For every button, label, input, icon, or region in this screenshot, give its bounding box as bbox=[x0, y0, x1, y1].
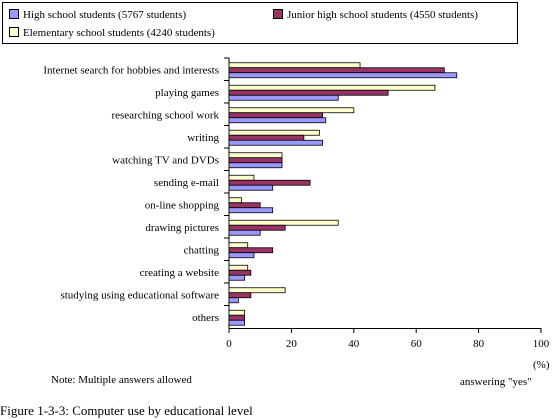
legend-label-high-school: High school students (5767 students) bbox=[23, 9, 187, 21]
category-label: playing games bbox=[155, 87, 219, 99]
bar-junior-high bbox=[228, 292, 252, 299]
x-axis-unit: (%) bbox=[533, 359, 550, 371]
category-label: chatting bbox=[184, 244, 220, 256]
legend-swatch-elementary bbox=[9, 27, 19, 37]
bar-elementary bbox=[228, 152, 283, 159]
bar-high-school bbox=[228, 207, 274, 214]
bar-junior-high bbox=[228, 179, 311, 186]
bar-elementary bbox=[228, 174, 255, 181]
category-label: Internet search for hobbies and interest… bbox=[43, 64, 219, 76]
bar-junior-high bbox=[228, 112, 323, 119]
legend-swatch-high-school bbox=[9, 9, 19, 19]
category-label: writing bbox=[187, 132, 219, 144]
bar-elementary bbox=[228, 242, 249, 249]
category-label: others bbox=[192, 312, 219, 324]
bar-junior-high bbox=[228, 247, 274, 254]
chart-legend: High school students (5767 students) Jun… bbox=[2, 2, 518, 44]
bar-high-school bbox=[228, 94, 339, 101]
bar-elementary bbox=[228, 287, 286, 294]
bar-high-school bbox=[228, 162, 283, 169]
bar-junior-high bbox=[228, 224, 286, 231]
bar-elementary bbox=[228, 264, 249, 271]
bar-elementary bbox=[228, 62, 361, 69]
category-label: watching TV and DVDs bbox=[112, 154, 219, 166]
bar-high-school bbox=[228, 274, 245, 281]
bar-junior-high bbox=[228, 269, 252, 276]
category-label: creating a website bbox=[140, 267, 220, 279]
category-label: drawing pictures bbox=[145, 222, 219, 234]
bar-junior-high bbox=[228, 67, 445, 74]
bar-high-school bbox=[228, 319, 245, 326]
figure-caption: Figure 1-3-3: Computer use by educationa… bbox=[0, 403, 253, 418]
bar-high-school bbox=[228, 139, 323, 146]
bar-junior-high bbox=[228, 314, 245, 321]
bar-elementary bbox=[228, 197, 242, 204]
bar-high-school bbox=[228, 72, 458, 79]
bar-elementary bbox=[228, 309, 245, 316]
category-label: researching school work bbox=[111, 109, 219, 121]
legend-item-elementary: Elementary school students (4240 student… bbox=[9, 27, 215, 40]
legend-swatch-junior-high bbox=[273, 9, 283, 19]
x-tick-label: 0 bbox=[226, 338, 232, 350]
category-label: sending e-mail bbox=[154, 177, 219, 189]
x-tick-label: 60 bbox=[411, 338, 423, 350]
bar-high-school bbox=[228, 117, 327, 124]
legend-item-junior-high: Junior high school students (4550 studen… bbox=[273, 9, 478, 22]
category-label: studying using educational software bbox=[60, 289, 219, 301]
bar-junior-high bbox=[228, 89, 389, 96]
x-tick-label: 80 bbox=[473, 338, 485, 350]
x-tick-label: 40 bbox=[348, 338, 360, 350]
bar-junior-high bbox=[228, 202, 261, 209]
bar-elementary bbox=[228, 107, 355, 114]
bar-high-school bbox=[228, 297, 239, 304]
bar-high-school bbox=[228, 184, 274, 191]
bar-elementary bbox=[228, 84, 436, 91]
bar-junior-high bbox=[228, 157, 283, 164]
bar-junior-high bbox=[228, 134, 305, 141]
legend-label-elementary: Elementary school students (4240 student… bbox=[23, 27, 215, 39]
x-tick-label: 20 bbox=[286, 338, 298, 350]
bar-high-school bbox=[228, 229, 261, 236]
category-label: on-line shopping bbox=[145, 199, 220, 211]
x-tick-label: 100 bbox=[533, 338, 550, 350]
chart-note: Note: Multiple answers allowed bbox=[51, 374, 192, 386]
legend-item-high-school: High school students (5767 students) bbox=[9, 9, 186, 22]
legend-label-junior-high: Junior high school students (4550 studen… bbox=[287, 9, 478, 21]
x-axis-title: answering "yes" bbox=[460, 376, 532, 388]
bar-elementary bbox=[228, 129, 320, 136]
bar-high-school bbox=[228, 252, 255, 259]
bar-elementary bbox=[228, 219, 339, 226]
